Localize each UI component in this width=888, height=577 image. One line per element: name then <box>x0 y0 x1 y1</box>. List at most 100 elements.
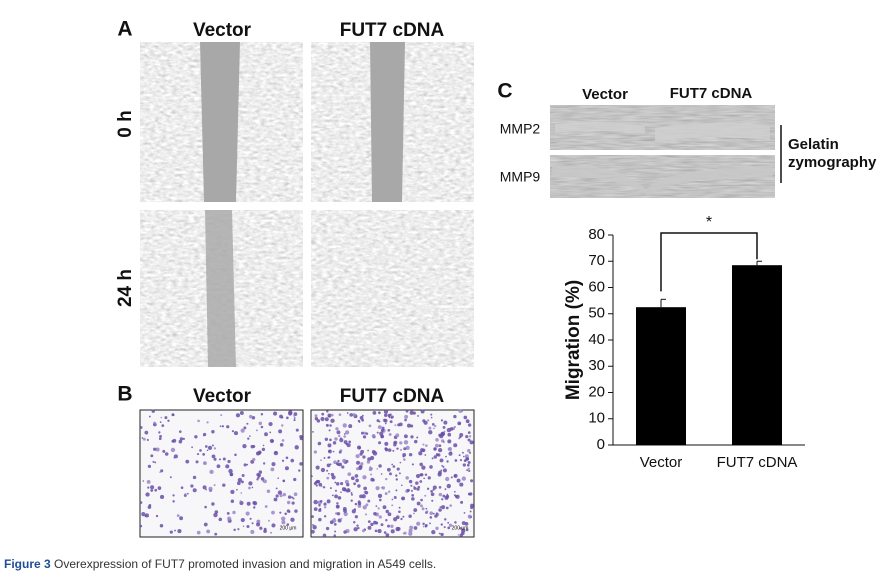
cell-dot <box>279 511 282 514</box>
cell-dot <box>443 430 446 433</box>
cell-dot <box>160 469 164 473</box>
cell-dot <box>398 472 401 475</box>
micrograph-grid <box>140 42 474 367</box>
cell-dot <box>449 504 452 507</box>
cell-dot <box>146 438 149 442</box>
cell-dot <box>196 452 200 456</box>
cell-dot <box>420 498 423 502</box>
cell-dot <box>361 418 365 422</box>
column-header: Vector <box>193 20 252 41</box>
cell-dot <box>159 421 162 424</box>
cell-dot <box>234 453 237 457</box>
cell-dot <box>252 501 256 505</box>
cell-dot <box>435 526 439 531</box>
cell-dot <box>164 416 168 420</box>
cell-dot <box>195 460 199 464</box>
cell-dot <box>442 468 447 473</box>
cell-dot <box>461 476 466 481</box>
cell-dot <box>454 459 458 462</box>
cell-dot <box>332 450 335 453</box>
cell-dot <box>459 459 463 462</box>
cell-dot <box>185 459 190 464</box>
cell-dot <box>440 505 446 510</box>
cell-dot <box>424 494 427 497</box>
cell-dot <box>182 437 185 440</box>
cell-dot <box>425 510 429 513</box>
cell-dot <box>263 529 267 534</box>
cell-dot <box>159 471 161 473</box>
cell-dot <box>363 486 367 491</box>
cell-dot <box>333 460 337 465</box>
cell-dot <box>150 485 155 490</box>
cell-dot <box>243 426 247 430</box>
cell-dot <box>447 432 452 437</box>
cell-dot <box>326 499 331 504</box>
cell-dot <box>148 415 151 418</box>
cell-dot <box>398 510 401 514</box>
cell-dot <box>319 499 323 503</box>
cell-dot <box>298 469 301 472</box>
cell-dot <box>365 503 369 507</box>
cell-dot <box>389 472 392 476</box>
cell-dot <box>458 409 463 413</box>
cell-dot <box>336 512 341 516</box>
cell-dot <box>408 452 413 457</box>
cell-dot <box>354 515 358 519</box>
cell-dot <box>360 431 364 435</box>
cell-dot <box>246 422 249 425</box>
significance-mark: * <box>706 214 712 231</box>
cell-dot <box>385 519 388 522</box>
cell-dot <box>174 529 176 532</box>
cell-dot <box>158 437 162 441</box>
cell-dot <box>467 461 471 465</box>
cell-dot <box>395 433 400 438</box>
cell-dot <box>354 474 359 478</box>
cell-dot <box>376 431 379 434</box>
cell-dot <box>463 415 468 420</box>
cell-dot <box>449 451 452 454</box>
cell-dot <box>328 429 331 432</box>
cell-dot <box>333 517 336 521</box>
cell-dot <box>142 437 146 441</box>
cell-dot <box>384 441 389 446</box>
cell-dot <box>430 413 433 416</box>
cell-dot <box>447 447 451 451</box>
cell-dot <box>334 489 337 492</box>
cell-dot <box>146 480 151 484</box>
cell-dot <box>408 479 413 484</box>
cell-dot <box>255 429 258 432</box>
cell-dot <box>370 522 374 527</box>
cell-dot <box>435 438 439 442</box>
cell-dot <box>336 430 341 435</box>
cell-dot <box>279 494 283 498</box>
cell-dot <box>361 414 364 417</box>
cell-dot <box>408 531 413 536</box>
cell-dot <box>321 485 323 488</box>
cell-dot <box>213 512 218 518</box>
cell-dot <box>435 512 438 515</box>
cell-dot <box>335 427 339 431</box>
y-tick-label: 50 <box>588 305 605 322</box>
cell-dot <box>318 504 321 507</box>
cell-dot <box>258 450 262 455</box>
cell-dot <box>333 523 337 526</box>
cell-dot <box>357 526 360 530</box>
cell-dot <box>251 486 254 489</box>
cell-dot <box>230 489 235 495</box>
cell-dot <box>456 478 461 483</box>
cell-dot <box>170 447 176 453</box>
significance-bracket <box>660 232 758 292</box>
wound-gap <box>205 210 236 367</box>
cell-dot <box>338 413 342 417</box>
cell-dot <box>347 472 352 476</box>
cell-dot <box>337 518 342 523</box>
cell-dot <box>354 502 358 506</box>
cell-dot <box>158 431 161 434</box>
cell-dot <box>398 506 401 509</box>
cell-dot <box>413 526 418 530</box>
cell-dot <box>216 464 221 469</box>
cell-dot <box>429 465 433 469</box>
cell-dot <box>469 440 474 445</box>
cell-dot <box>403 458 406 461</box>
cell-dot <box>405 445 410 450</box>
